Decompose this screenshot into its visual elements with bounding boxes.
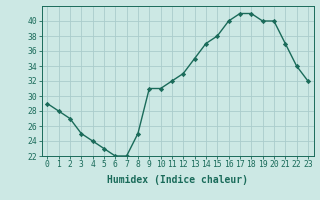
X-axis label: Humidex (Indice chaleur): Humidex (Indice chaleur) [107,175,248,185]
